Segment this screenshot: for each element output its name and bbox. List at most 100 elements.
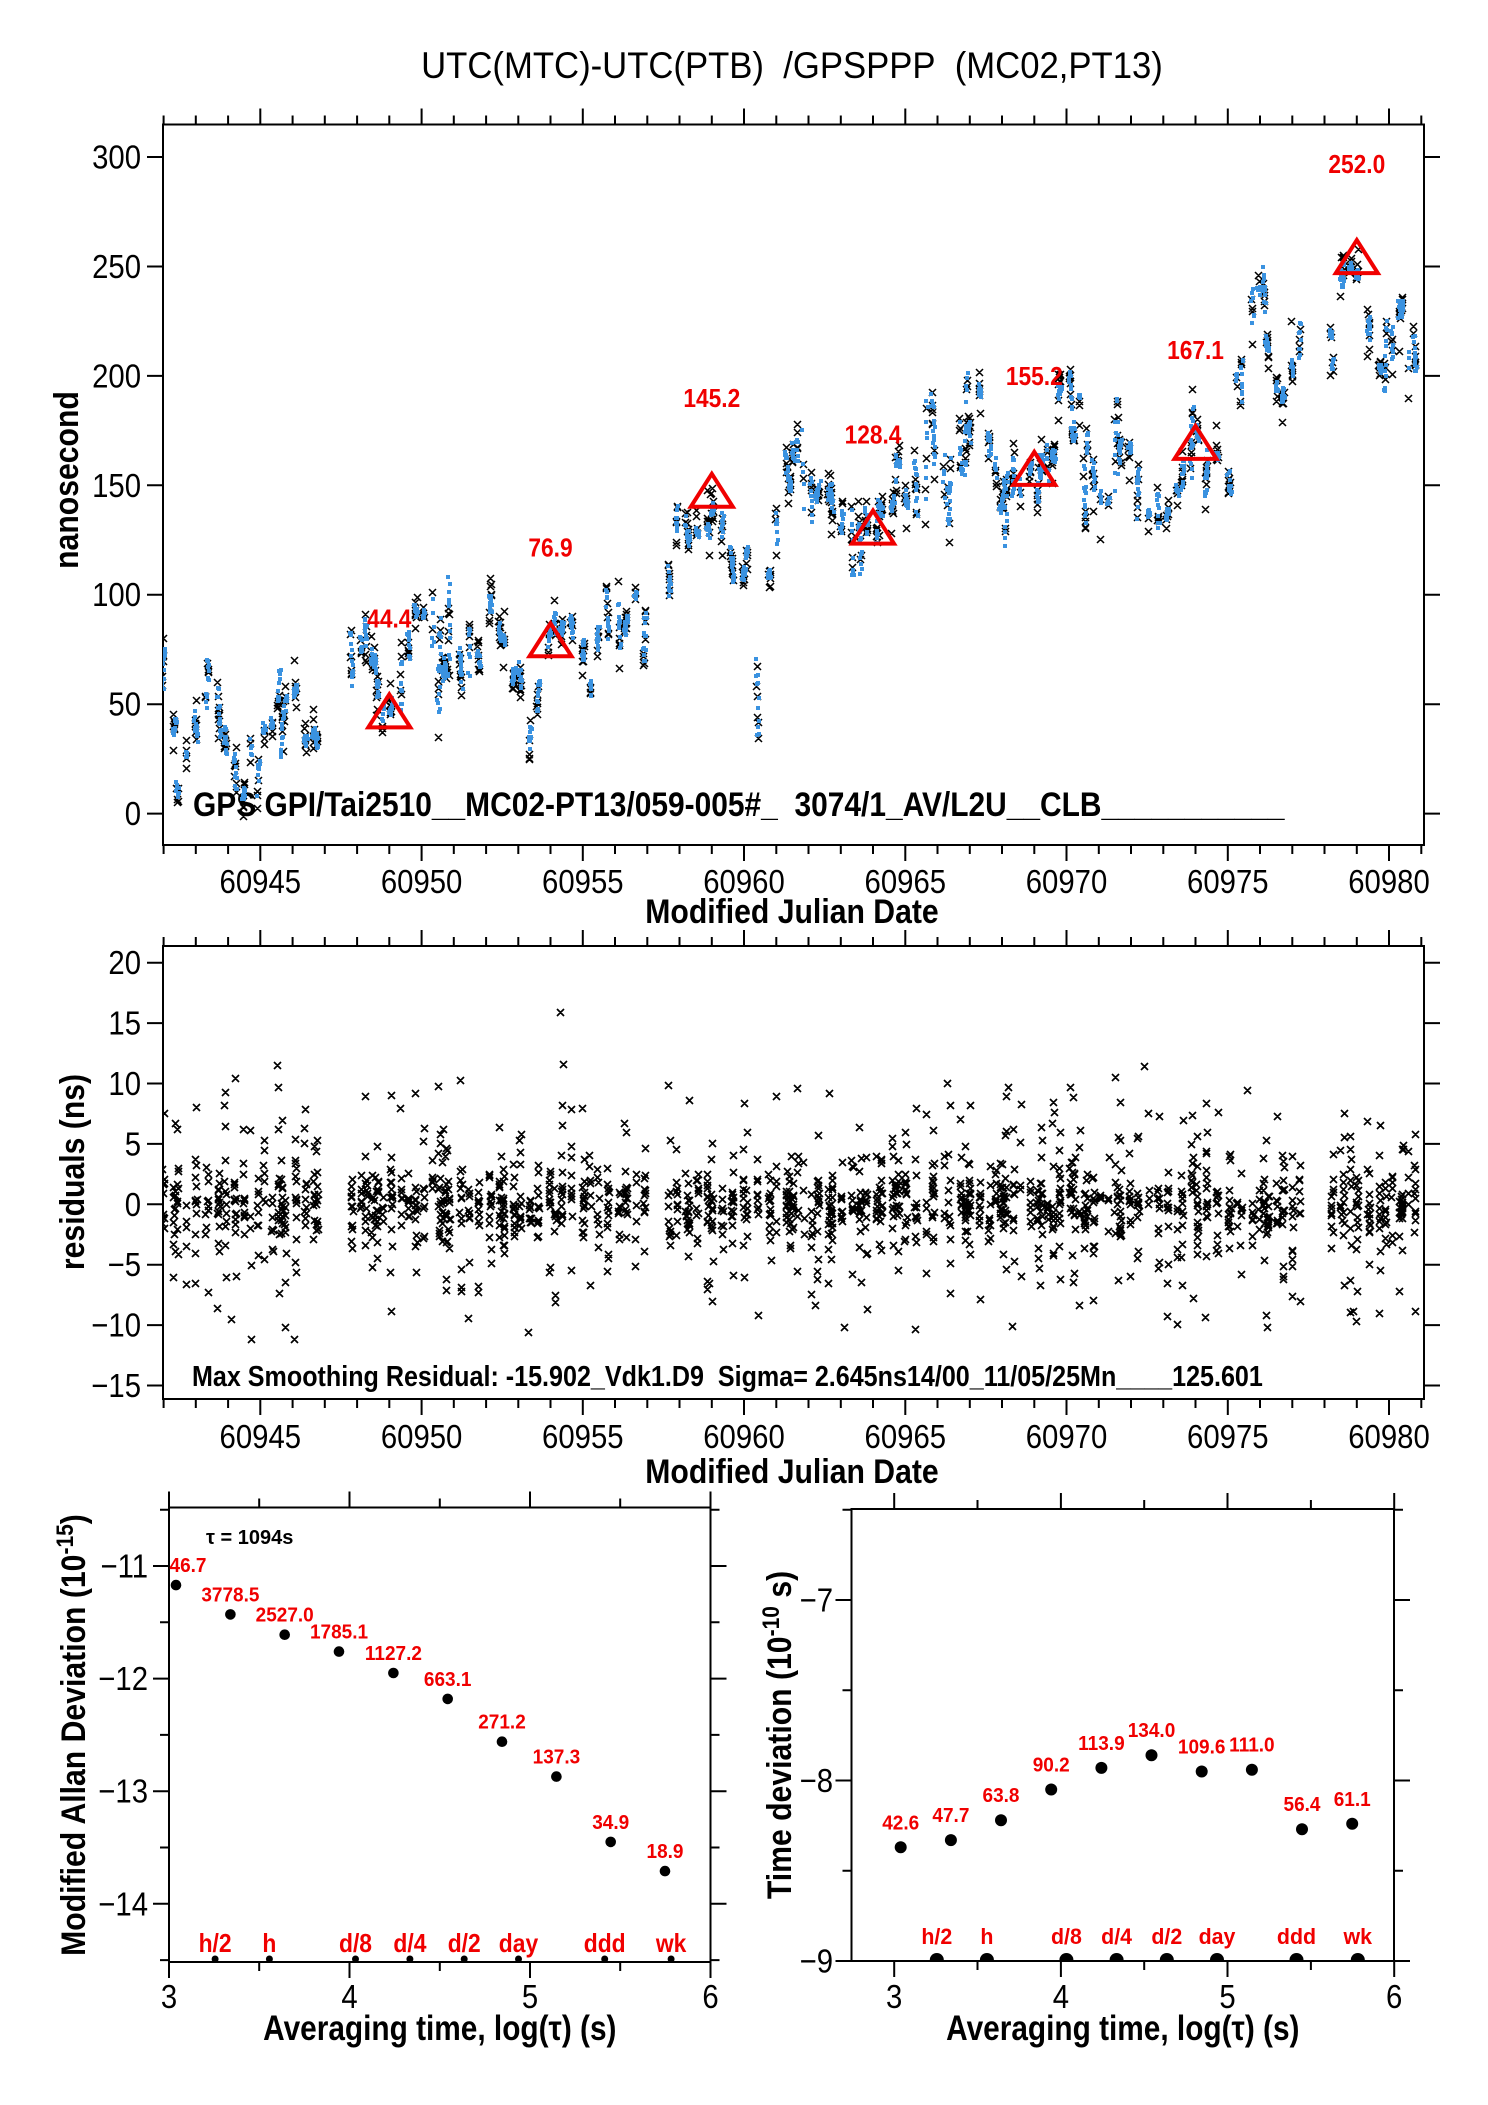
svg-text:42.6: 42.6: [882, 1812, 919, 1835]
svg-text:4: 4: [1053, 1978, 1069, 2015]
svg-text:Modified Julian Date: Modified Julian Date: [645, 1452, 938, 1490]
svg-text:d/8: d/8: [1051, 1923, 1082, 1949]
svg-text:−8: −8: [800, 1762, 833, 1799]
svg-text:h: h: [980, 1923, 993, 1949]
svg-text:0: 0: [125, 795, 141, 832]
svg-text:34.9: 34.9: [592, 1811, 629, 1834]
svg-text:5: 5: [125, 1126, 141, 1163]
svg-text:d/4: d/4: [393, 1930, 426, 1959]
svg-text:60975: 60975: [1187, 863, 1269, 900]
svg-text:4: 4: [341, 1978, 357, 2015]
svg-text:wk: wk: [1343, 1923, 1373, 1949]
svg-text:−7: −7: [800, 1582, 833, 1619]
svg-text:20: 20: [108, 944, 141, 981]
svg-text:60980: 60980: [1348, 863, 1430, 900]
svg-text:113.9: 113.9: [1078, 1732, 1125, 1755]
svg-text:Modified Allan Deviation (10-1: Modified Allan Deviation (10-15): [52, 1514, 93, 1956]
svg-text:5: 5: [522, 1978, 538, 2015]
svg-text:0: 0: [125, 1186, 141, 1223]
svg-text:UTC(MTC)-UTC(PTB) /GPSPPP (M: UTC(MTC)-UTC(PTB) /GPSPPP (MC02,PT13): [421, 44, 1163, 87]
svg-text:h/2: h/2: [921, 1923, 952, 1949]
svg-text:60945: 60945: [220, 863, 302, 900]
svg-text:134.0: 134.0: [1128, 1720, 1176, 1743]
svg-text:−14: −14: [98, 1885, 148, 1922]
svg-text:−11: −11: [100, 1548, 148, 1585]
svg-text:10: 10: [108, 1065, 141, 1102]
svg-text:1785.1: 1785.1: [310, 1621, 368, 1644]
svg-text:137.3: 137.3: [533, 1746, 581, 1769]
svg-text:167.1: 167.1: [1167, 337, 1224, 366]
svg-text:60950: 60950: [381, 1418, 463, 1455]
svg-text:60970: 60970: [1026, 863, 1108, 900]
svg-text:60955: 60955: [542, 863, 624, 900]
svg-text:3: 3: [161, 1978, 177, 2015]
svg-text:−15: −15: [91, 1367, 141, 1404]
svg-text:τ = 1094s: τ = 1094s: [206, 1527, 293, 1549]
svg-text:d/8: d/8: [339, 1930, 372, 1959]
svg-text:90.2: 90.2: [1033, 1754, 1070, 1777]
svg-text:−13: −13: [98, 1773, 148, 1810]
svg-text:300: 300: [92, 139, 141, 176]
svg-text:Averaging time, log(τ) (s): Averaging time, log(τ) (s): [946, 2008, 1299, 2048]
svg-text:Max Smoothing Residual: -15.90: Max Smoothing Residual: -15.902_Vdk1.D9 …: [192, 1360, 1263, 1392]
svg-text:60965: 60965: [865, 1418, 947, 1455]
svg-text:6: 6: [702, 1978, 718, 2015]
svg-text:60980: 60980: [1348, 1418, 1430, 1455]
svg-text:663.1: 663.1: [424, 1668, 472, 1691]
svg-text:18.9: 18.9: [647, 1841, 684, 1864]
svg-text:−9: −9: [800, 1943, 833, 1980]
svg-text:61.1: 61.1: [1334, 1788, 1371, 1811]
svg-text:2527.0: 2527.0: [256, 1604, 314, 1627]
svg-text:56.4: 56.4: [1284, 1794, 1321, 1817]
svg-text:46.7: 46.7: [170, 1555, 207, 1578]
svg-text:d/2: d/2: [448, 1930, 481, 1959]
svg-text:109.6: 109.6: [1178, 1736, 1226, 1759]
svg-text:60960: 60960: [703, 1418, 785, 1455]
svg-text:145.2: 145.2: [683, 384, 740, 413]
svg-text:111.0: 111.0: [1229, 1734, 1275, 1757]
svg-text:76.9: 76.9: [528, 534, 572, 563]
svg-text:ddd: ddd: [1277, 1923, 1316, 1949]
svg-text:5: 5: [1219, 1978, 1235, 2015]
svg-text:15: 15: [108, 1005, 141, 1042]
svg-text:128.4: 128.4: [845, 421, 902, 450]
svg-text:44.4: 44.4: [367, 605, 412, 634]
svg-text:−5: −5: [108, 1246, 141, 1283]
svg-text:60945: 60945: [220, 1418, 302, 1455]
svg-text:−10: −10: [91, 1307, 141, 1344]
svg-text:−12: −12: [98, 1660, 148, 1697]
svg-text:60955: 60955: [542, 1418, 624, 1455]
svg-text:residuals (ns): residuals (ns): [53, 1074, 91, 1270]
svg-text:60970: 60970: [1026, 1418, 1108, 1455]
svg-text:nanosecond: nanosecond: [47, 391, 85, 569]
svg-text:d/2: d/2: [1151, 1923, 1182, 1949]
svg-text:GPS GPI/Tai2510__MC02-PT13/059: GPS GPI/Tai2510__MC02-PT13/059-005#_ 307…: [193, 785, 1286, 823]
svg-text:wk: wk: [655, 1930, 687, 1959]
svg-text:60960: 60960: [703, 863, 785, 900]
svg-text:60975: 60975: [1187, 1418, 1269, 1455]
svg-text:1127.2: 1127.2: [365, 1643, 422, 1666]
svg-text:150: 150: [92, 467, 141, 504]
svg-text:d/4: d/4: [1101, 1923, 1133, 1949]
svg-text:3778.5: 3778.5: [201, 1584, 259, 1607]
svg-text:ddd: ddd: [584, 1930, 626, 1959]
svg-text:271.2: 271.2: [478, 1711, 526, 1734]
svg-text:Averaging time, log(τ) (s): Averaging time, log(τ) (s): [263, 2008, 616, 2048]
svg-text:100: 100: [92, 576, 141, 613]
svg-text:200: 200: [92, 358, 141, 395]
svg-text:60950: 60950: [381, 863, 463, 900]
svg-text:155.2: 155.2: [1006, 363, 1063, 392]
svg-text:50: 50: [108, 686, 141, 723]
svg-text:60965: 60965: [865, 863, 947, 900]
svg-text:252.0: 252.0: [1328, 151, 1385, 180]
svg-text:day: day: [1199, 1923, 1237, 1949]
svg-text:3: 3: [886, 1978, 902, 2015]
svg-text:h/2: h/2: [199, 1930, 232, 1959]
svg-text:63.8: 63.8: [983, 1785, 1020, 1808]
svg-text:47.7: 47.7: [932, 1805, 969, 1828]
svg-text:Modified Julian Date: Modified Julian Date: [645, 892, 938, 930]
svg-text:day: day: [499, 1930, 539, 1959]
svg-text:250: 250: [92, 248, 141, 285]
svg-text:h: h: [262, 1930, 276, 1959]
svg-text:6: 6: [1386, 1978, 1402, 2015]
